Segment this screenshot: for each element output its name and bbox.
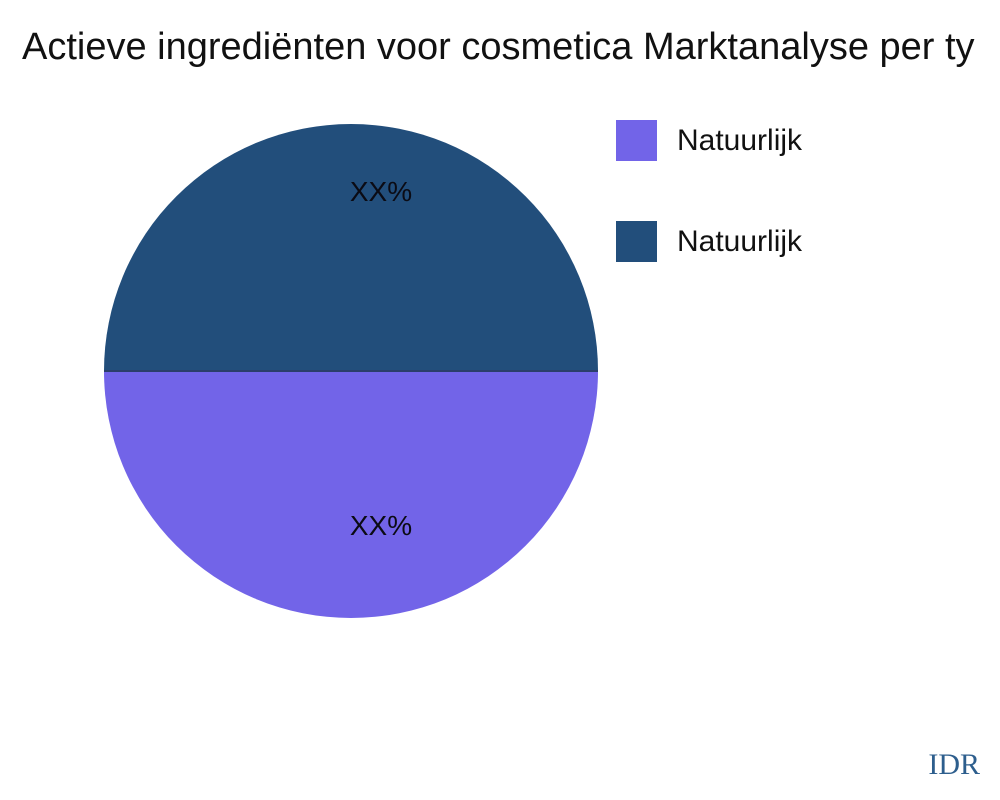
legend-item: Natuurlijk <box>616 221 802 262</box>
chart-title: Actieve ingrediënten voor cosmetica Mark… <box>22 26 975 68</box>
pie-slice-bottom <box>104 371 598 618</box>
legend-swatch-icon <box>616 120 657 161</box>
legend-label: Natuurlijk <box>677 123 803 157</box>
legend-item: Natuurlijk <box>616 120 802 161</box>
legend-label: Natuurlijk <box>677 224 803 258</box>
brand-watermark: IDR <box>928 748 980 781</box>
pie-slice-label-top: XX% <box>349 176 413 207</box>
legend-swatch-icon <box>616 221 657 262</box>
pie-slice-top <box>104 124 598 371</box>
pie-slice-label-bottom: XX% <box>349 510 413 541</box>
pie-chart <box>104 124 598 618</box>
